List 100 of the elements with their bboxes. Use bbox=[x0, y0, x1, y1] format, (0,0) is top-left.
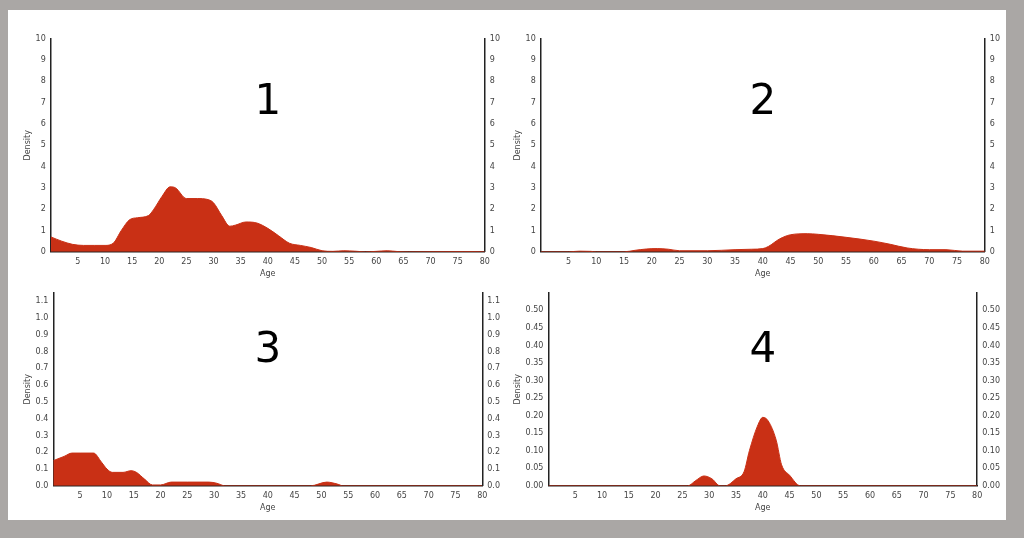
y2-tick-label: 1.0 bbox=[487, 313, 501, 323]
y-tick-label: 2 bbox=[530, 204, 536, 214]
y2-tick-label: 2 bbox=[989, 204, 995, 214]
x-tick-label: 55 bbox=[343, 490, 354, 500]
y2-tick-label: 0.6 bbox=[487, 380, 501, 390]
y2-tick-label: 1.1 bbox=[487, 296, 501, 306]
x-tick-label: 80 bbox=[477, 490, 488, 500]
x-tick-label: 55 bbox=[344, 256, 355, 266]
x-tick-label: 35 bbox=[235, 256, 246, 266]
y2-tick-label: 0.00 bbox=[982, 480, 1000, 490]
x-tick-label: 25 bbox=[674, 256, 685, 266]
x-tick-label: 30 bbox=[702, 256, 713, 266]
y2-tick-label: 0.40 bbox=[982, 340, 1000, 350]
y2-tick-label: 7 bbox=[489, 97, 495, 107]
x-tick-label: 5 bbox=[572, 490, 578, 500]
x-tick-label: 35 bbox=[729, 256, 741, 266]
x-tick-label: 45 bbox=[784, 490, 795, 500]
y-tick-label: 0.50 bbox=[525, 305, 544, 315]
y-tick-label: 0.8 bbox=[35, 346, 49, 356]
y-tick-label: 7 bbox=[40, 97, 46, 107]
x-tick-label: 75 bbox=[450, 490, 461, 500]
x-tick-label: 70 bbox=[924, 256, 935, 266]
y-tick-label: 0.45 bbox=[525, 322, 544, 332]
y2-tick-label: 5 bbox=[989, 140, 995, 150]
y2-tick-label: 0.50 bbox=[982, 305, 1000, 315]
y2-tick-label: 1 bbox=[489, 225, 495, 235]
y2-tick-label: 0.8 bbox=[487, 346, 501, 356]
y-tick-label: 0.30 bbox=[525, 375, 544, 385]
y-tick-label: 8 bbox=[40, 76, 46, 86]
x-tick-label: 35 bbox=[730, 490, 742, 500]
y-tick-label: 4 bbox=[40, 161, 46, 171]
y-tick-label: 0.7 bbox=[35, 363, 49, 373]
y-tick-label: 0.00 bbox=[525, 480, 544, 490]
y2-tick-label: 0 bbox=[489, 246, 495, 256]
x-axis-title: Age bbox=[755, 503, 771, 513]
y2-tick-label: 4 bbox=[489, 161, 495, 171]
y2-tick-label: 0.20 bbox=[982, 410, 1000, 420]
x-tick-label: 65 bbox=[896, 256, 907, 266]
y-tick-label: 9 bbox=[40, 55, 46, 65]
y-tick-label: 0.6 bbox=[35, 380, 49, 390]
x-tick-label: 80 bbox=[479, 256, 490, 266]
y-tick-label: 8 bbox=[530, 76, 536, 86]
x-tick-label: 5 bbox=[77, 490, 83, 500]
y2-tick-label: 0.25 bbox=[982, 393, 1000, 403]
x-tick-label: 80 bbox=[979, 256, 990, 266]
y2-tick-label: 0.4 bbox=[487, 413, 501, 423]
y-tick-label: 2 bbox=[40, 204, 46, 214]
x-tick-label: 35 bbox=[235, 490, 247, 500]
y2-tick-label: 0.0 bbox=[487, 480, 501, 490]
x-tick-label: 20 bbox=[155, 490, 166, 500]
y2-tick-label: 0.1 bbox=[487, 464, 501, 474]
y-tick-label: 0.15 bbox=[525, 428, 544, 438]
x-tick-label: 80 bbox=[972, 490, 983, 500]
y2-tick-label: 3 bbox=[489, 182, 495, 192]
y-tick-label: 1.0 bbox=[35, 313, 49, 323]
y-tick-label: 3 bbox=[40, 182, 46, 192]
x-tick-label: 20 bbox=[646, 256, 657, 266]
y2-tick-label: 0.3 bbox=[487, 430, 501, 440]
y-tick-label: 1.1 bbox=[35, 296, 49, 306]
x-tick-label: 75 bbox=[452, 256, 463, 266]
y-tick-label: 6 bbox=[40, 119, 46, 129]
y-tick-label: 0.2 bbox=[35, 447, 49, 457]
y2-tick-label: 0.7 bbox=[487, 363, 501, 373]
x-tick-label: 20 bbox=[650, 490, 661, 500]
x-tick-label: 50 bbox=[316, 256, 328, 266]
x-tick-label: 65 bbox=[398, 256, 409, 266]
y-tick-label: 0.10 bbox=[525, 445, 544, 455]
x-tick-label: 25 bbox=[182, 490, 193, 500]
y-tick-label: 0.35 bbox=[525, 358, 544, 368]
y-axis-title: Density bbox=[512, 129, 522, 161]
x-tick-label: 40 bbox=[262, 490, 273, 500]
y2-tick-label: 8 bbox=[989, 76, 995, 86]
text: 3 bbox=[254, 322, 282, 372]
x-tick-label: 10 bbox=[99, 256, 111, 266]
x-tick-label: 15 bbox=[127, 256, 138, 266]
x-tick-label: 15 bbox=[128, 490, 139, 500]
x-tick-label: 30 bbox=[208, 256, 219, 266]
y2-tick-label: 4 bbox=[989, 161, 995, 171]
y-tick-label: 5 bbox=[530, 140, 536, 150]
x-tick-label: 10 bbox=[101, 490, 113, 500]
y2-tick-label: 0.05 bbox=[982, 463, 1000, 473]
x-tick-label: 50 bbox=[316, 490, 327, 500]
y-tick-label: 0.20 bbox=[525, 410, 544, 420]
x-tick-label: 50 bbox=[813, 256, 824, 266]
y-tick-label: 0.9 bbox=[35, 329, 49, 339]
x-tick-label: 55 bbox=[840, 256, 852, 266]
x-tick-label: 65 bbox=[891, 490, 902, 500]
y2-tick-label: 0.30 bbox=[982, 375, 1000, 385]
y-tick-label: 1 bbox=[530, 225, 536, 235]
y-tick-label: 0.3 bbox=[35, 430, 49, 440]
y2-tick-label: 0.9 bbox=[487, 329, 501, 339]
y2-tick-label: 3 bbox=[989, 182, 995, 192]
y-tick-label: 5 bbox=[40, 140, 46, 150]
y2-tick-label: 0.35 bbox=[982, 358, 1000, 368]
x-tick-label: 45 bbox=[289, 490, 300, 500]
y2-tick-label: 10 bbox=[489, 33, 501, 43]
y2-tick-label: 0.2 bbox=[487, 447, 501, 457]
text: 1 bbox=[254, 74, 282, 124]
x-tick-label: 50 bbox=[811, 490, 822, 500]
text: 2 bbox=[749, 74, 777, 124]
